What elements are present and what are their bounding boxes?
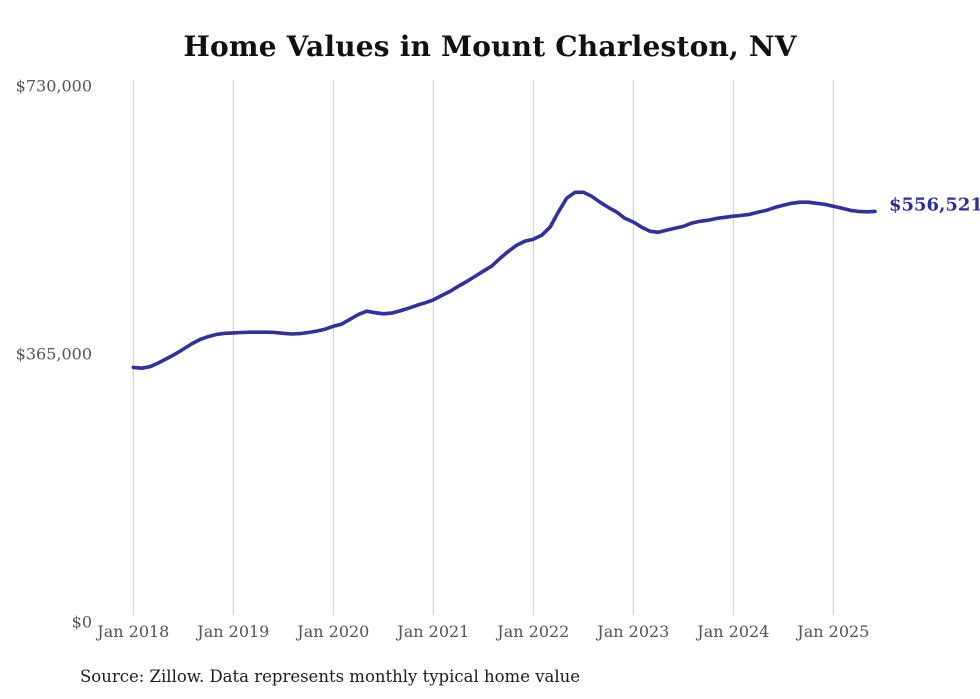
source-note: Source: Zillow. Data represents monthly … [80, 667, 581, 686]
home-value-line-series [131, 190, 877, 371]
x-axis-tick-label-jan-2018: Jan 2018 [97, 622, 170, 641]
y-axis-tick-label-1: $365,000 [15, 344, 92, 364]
x-axis-tick-label-jan-2024: Jan 2024 [697, 622, 770, 641]
x-axis-tick-label-jan-2021: Jan 2021 [397, 622, 470, 641]
chart-title: Home Values in Mount Charleston, NV [183, 30, 797, 63]
latest-value-label: $556,521 [888, 194, 980, 216]
x-axis-tick-label-jan-2019: Jan 2019 [197, 622, 270, 641]
y-axis-tick-label-0: $730,000 [15, 76, 92, 96]
gridlines-group [132, 80, 834, 615]
x-axis-tick-label-jan-2023: Jan 2023 [597, 622, 670, 641]
x-axis-tick-label-jan-2020: Jan 2020 [297, 622, 370, 641]
y-axis-tick-label-2: $0 [71, 612, 92, 632]
x-axis-tick-label-jan-2022: Jan 2022 [497, 622, 570, 641]
x-axis-tick-label-jan-2025: Jan 2025 [797, 622, 870, 641]
